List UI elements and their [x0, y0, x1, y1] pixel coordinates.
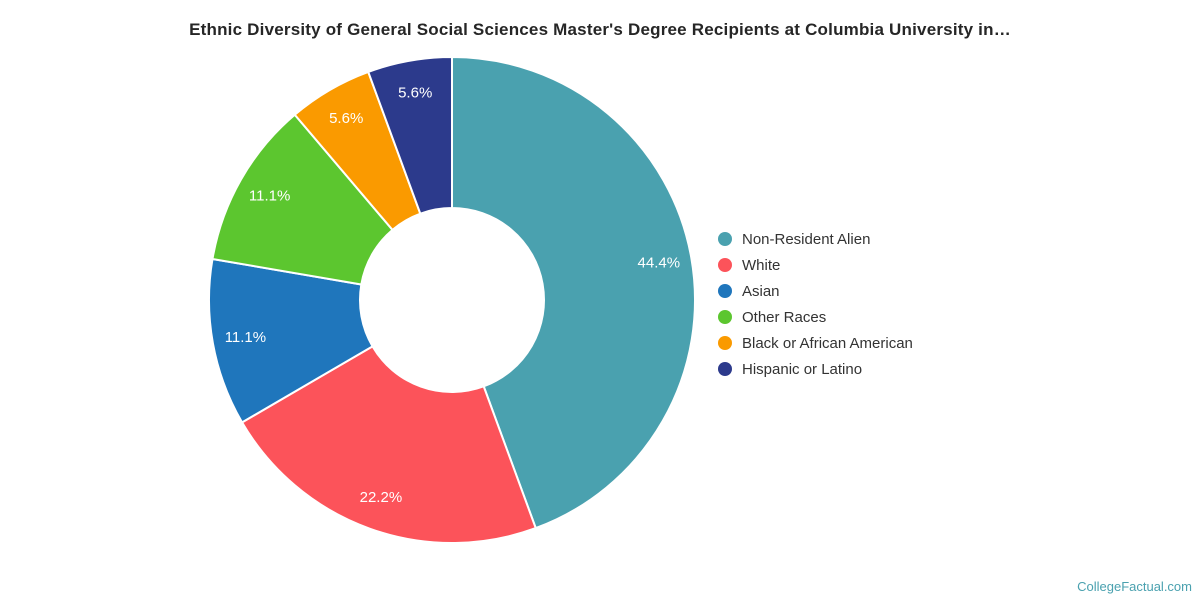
legend-swatch-icon — [718, 362, 732, 376]
legend-label: White — [742, 256, 781, 274]
legend-item-white[interactable]: White — [718, 252, 913, 278]
legend-swatch-icon — [718, 258, 732, 272]
legend-label: Asian — [742, 282, 780, 300]
legend-item-other-races[interactable]: Other Races — [718, 304, 913, 330]
slice-value-label: 5.6% — [398, 85, 432, 102]
legend-swatch-icon — [718, 232, 732, 246]
legend-label: Non-Resident Alien — [742, 230, 871, 248]
legend-item-black-or-african-american[interactable]: Black or African American — [718, 330, 913, 356]
slice-value-label: 11.1% — [225, 329, 266, 346]
legend-label: Black or African American — [742, 334, 913, 352]
slice-value-label: 5.6% — [329, 110, 363, 127]
legend-swatch-icon — [718, 284, 732, 298]
chart-title: Ethnic Diversity of General Social Scien… — [189, 20, 1011, 39]
donut-slice-labels: 44.4% 22.2% 11.1% 11.1% 5.6% 5.6% — [225, 85, 680, 506]
slice-value-label: 44.4% — [638, 255, 681, 272]
pie-slice-asian[interactable] — [208, 257, 374, 424]
legend-item-asian[interactable]: Asian — [718, 278, 913, 304]
legend-swatch-icon — [718, 310, 732, 324]
watermark-credit-link[interactable]: CollegeFactual.com — [1077, 579, 1192, 594]
legend-item-hispanic-or-latino[interactable]: Hispanic or Latino — [718, 356, 913, 382]
donut-slices — [208, 56, 696, 544]
pie-slice-hispanic-or-latino[interactable] — [367, 56, 453, 215]
legend-item-non-resident-alien[interactable]: Non-Resident Alien — [718, 226, 913, 252]
slice-value-label: 22.2% — [360, 489, 403, 506]
slice-value-label: 11.1% — [249, 188, 290, 205]
pie-slice-white[interactable] — [241, 345, 537, 544]
legend-swatch-icon — [718, 336, 732, 350]
pie-slice-non-resident-alien[interactable] — [451, 56, 696, 530]
legend-label: Other Races — [742, 308, 827, 326]
legend-label: Hispanic or Latino — [742, 360, 863, 378]
pie-slice-other-races[interactable] — [211, 113, 394, 286]
legend: Non-Resident Alien White Asian Other Races B… — [718, 226, 913, 382]
